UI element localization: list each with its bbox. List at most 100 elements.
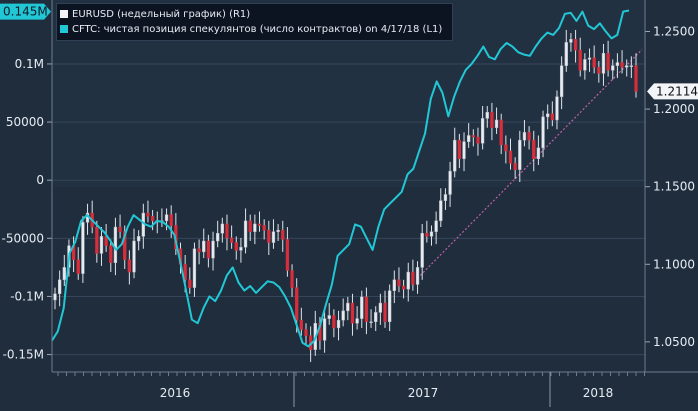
candle-body (443, 194, 448, 201)
candle-body (322, 318, 327, 341)
candle-body (467, 135, 471, 142)
candle-body (304, 329, 308, 336)
candle-body (113, 226, 118, 263)
legend-label-cftc: CFTC: чистая позиция спекулянтов (число … (72, 23, 443, 35)
left-tick-label-0: 0.1M (15, 57, 44, 71)
candle-body (578, 49, 582, 71)
candle-body (169, 214, 173, 226)
candle-body (494, 119, 499, 128)
candle-body (225, 223, 229, 239)
candle-body (271, 231, 276, 243)
candle-body (346, 302, 350, 312)
candle-body (411, 271, 415, 285)
candle-body (536, 147, 541, 160)
left-tick-label-3: -50000 (1, 231, 44, 245)
candle-body (58, 279, 62, 295)
candle-body (137, 236, 141, 242)
candle-body (239, 246, 243, 251)
candle-body (555, 96, 559, 121)
candle-body (164, 214, 169, 222)
candle-body (202, 240, 206, 253)
candle-body (388, 290, 392, 322)
candle-body (629, 65, 633, 67)
candle-body (76, 259, 80, 274)
left-tick-label-5: -0.15M (3, 348, 44, 362)
candle-body (550, 113, 554, 121)
candle-body (81, 222, 85, 274)
candle-body (197, 248, 201, 253)
candlestick-series (53, 29, 638, 363)
grid-layer (52, 63, 645, 356)
right-tick-label-1: 1.2000 (653, 102, 695, 116)
candle-body (243, 220, 248, 248)
candle-body (620, 62, 624, 68)
candle-body (480, 118, 485, 144)
candle-body (220, 223, 224, 234)
candle-body (397, 279, 401, 287)
candle-body (532, 139, 536, 160)
candle-body (490, 111, 494, 128)
right-axis: 1.2500 1.2000 1.1500 1.1000 1.0500 1.2114 (644, 0, 698, 372)
candle-body (188, 279, 192, 288)
legend-swatch-eurusd (60, 10, 68, 18)
candle-body (257, 223, 262, 226)
candle-body (439, 200, 443, 222)
candle-body (360, 296, 364, 319)
candle-body (262, 225, 266, 231)
candle-body (383, 302, 387, 322)
candle-body (564, 42, 568, 66)
candle-body (206, 240, 211, 259)
candle-body (229, 237, 234, 243)
candle-body (587, 57, 592, 60)
cftc-line-series (51, 9, 630, 348)
right-tick-label-3: 1.1000 (653, 257, 695, 271)
candle-body (508, 150, 513, 164)
candle-body (253, 223, 257, 232)
candle-body (462, 141, 466, 160)
candle-body (299, 319, 303, 330)
candle-body (374, 312, 378, 322)
right-current-label: 1.2114 (656, 84, 698, 98)
candle-body (569, 39, 573, 43)
candle-body (527, 132, 531, 141)
candle-body (378, 302, 383, 313)
x-tick-label-1: 2017 (408, 386, 439, 400)
candle-body (53, 293, 57, 301)
left-axis: 0.1M 50000 0 -50000 -0.1M -0.15M 0.145M (0, 0, 53, 372)
candle-body (485, 111, 489, 119)
candle-body (118, 226, 122, 232)
candle-body (285, 239, 290, 271)
candle-body (123, 231, 127, 260)
candle-body (499, 119, 503, 146)
candle-body (336, 319, 341, 329)
candle-body (457, 139, 462, 160)
candle-body (406, 271, 410, 290)
candle-body (132, 240, 136, 273)
left-tick-label-4: -0.1M (10, 289, 44, 303)
cftc-line (51, 9, 630, 348)
left-tick-label-2: 0 (36, 173, 44, 187)
candle-body (99, 236, 104, 254)
candle-body (625, 65, 629, 68)
candle-body (146, 212, 150, 217)
candle-body (559, 65, 564, 97)
candle-body (615, 62, 620, 66)
trendline-layer (417, 49, 643, 279)
left-current-marker (0, 3, 51, 20)
candle-body (355, 318, 359, 324)
candle-body (425, 233, 429, 237)
candle-body (513, 163, 517, 170)
left-current-label: 0.145M (3, 5, 48, 19)
candle-body (248, 220, 252, 232)
candle-body (192, 248, 197, 288)
right-tick-label-2: 1.1500 (653, 180, 695, 194)
x-tick-label-2: 2018 (583, 386, 614, 400)
right-tick-label-4: 1.0500 (653, 335, 695, 349)
left-tick-label-1: 50000 (6, 115, 44, 129)
right-current-marker (647, 83, 698, 100)
legend-label-eurusd: EURUSD (недельный график) (R1) (72, 8, 251, 20)
candle-body (364, 296, 369, 322)
candle-body (541, 116, 545, 149)
candle-body (150, 215, 155, 222)
candle-body (216, 233, 220, 242)
